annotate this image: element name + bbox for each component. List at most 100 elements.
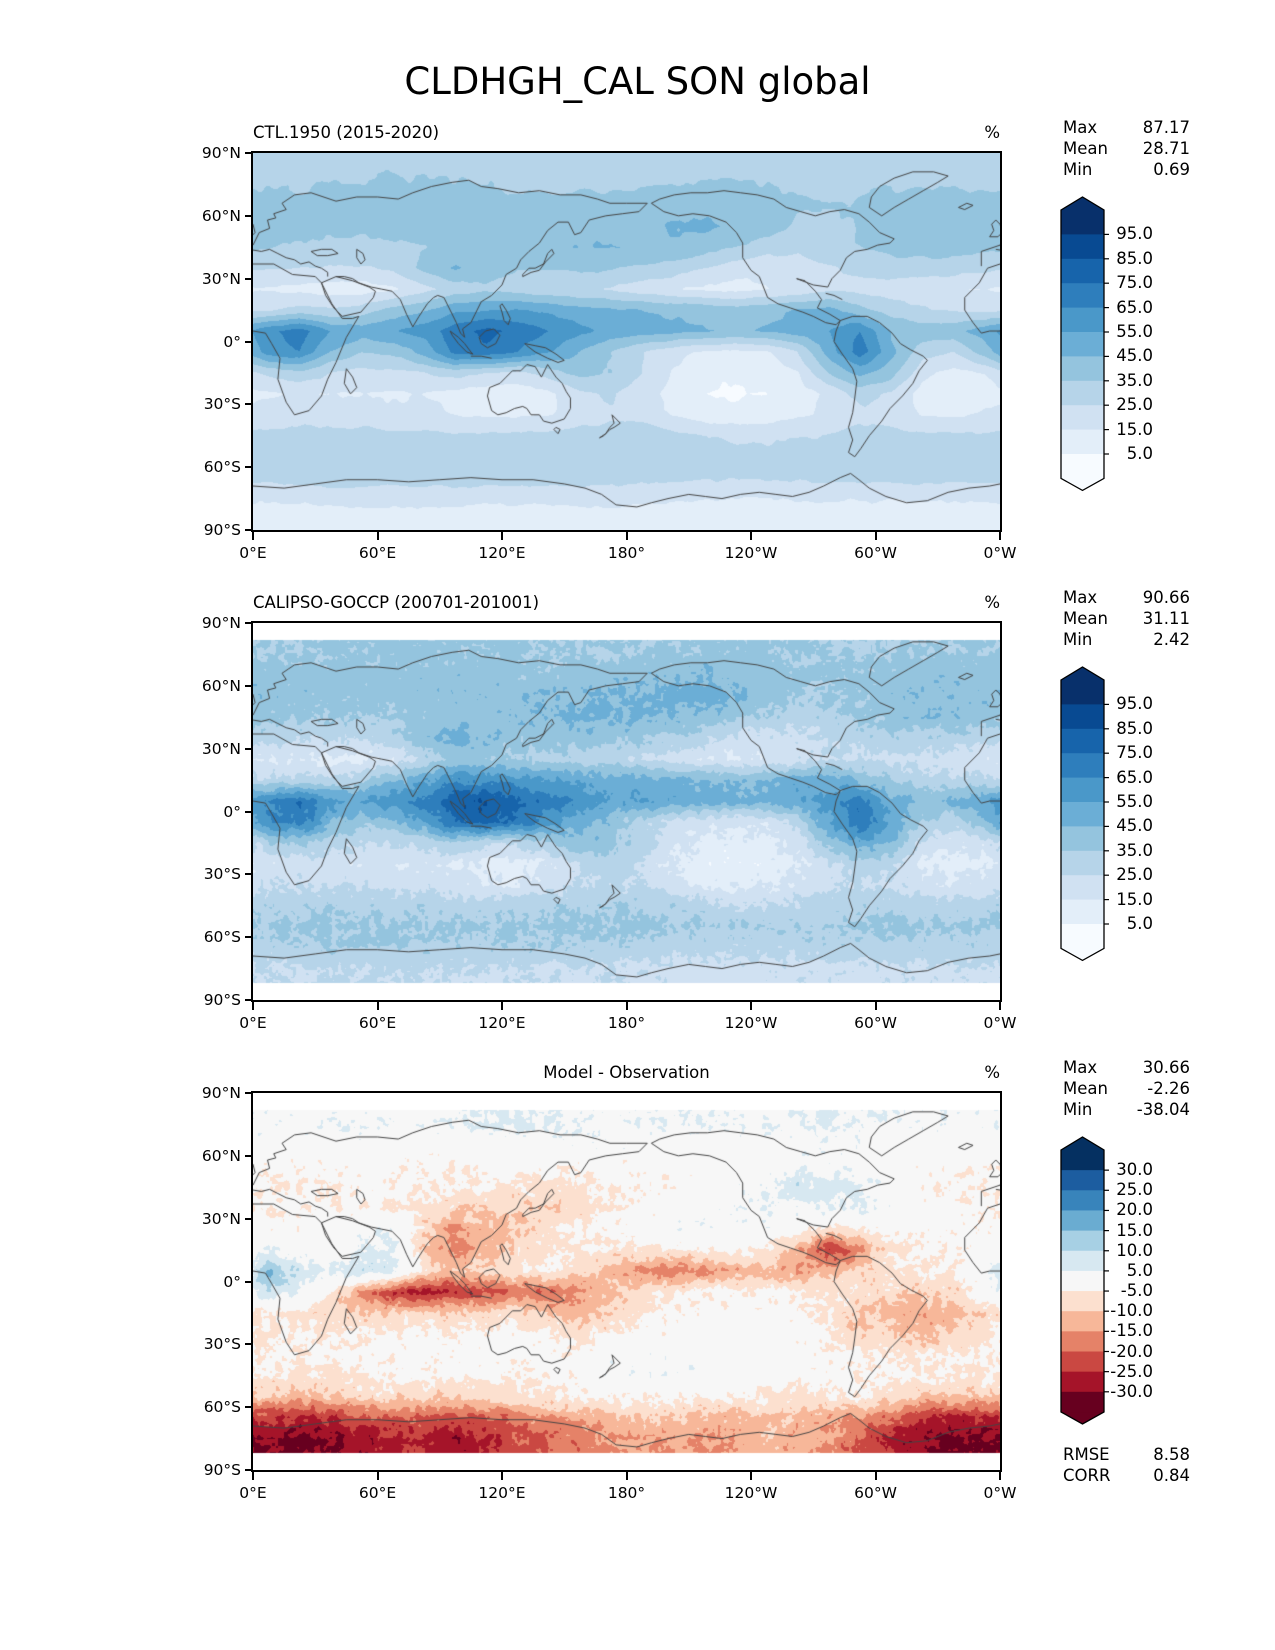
panel-2-title: CALIPSO-GOCCP (200701-201001) [253,593,540,612]
colorbar-tick-label: 30.0 [1116,1160,1153,1180]
lon-tick-label: 120°E [478,1484,526,1502]
stat-label: Min [1063,160,1093,179]
stat-value: -38.04 [1136,1100,1190,1119]
lon-tick-label: 0°W [983,544,1017,562]
colorbar-tick-label: 55.0 [1116,322,1153,341]
panel-2-stats: Max 90.66 Mean 31.11 Min 2.42 [1063,587,1190,650]
figure-title: CLDHGH_CAL SON global [404,60,871,103]
lon-tick [750,1472,752,1480]
stat-row-min: Min -38.04 [1063,1099,1190,1120]
colorbar-tick-label: 45.0 [1116,346,1153,366]
lon-tick [625,532,628,540]
lon-tick-label: 180° [607,1484,646,1502]
stat-row-max: Max 90.66 [1063,587,1190,608]
colorbar-tick-label: 25.0 [1116,865,1153,885]
colorbar-tick-label: 75.0 [1116,273,1153,293]
stat-row-max: Max 30.66 [1063,1057,1190,1078]
lat-tick-label: 30°S [203,1335,241,1354]
lon-tick-label: 0°E [239,544,267,562]
metric-row-rmse: RMSE 8.58 [1063,1444,1190,1465]
lon-tick [999,1472,1001,1480]
lat-tick [245,403,253,406]
stat-value: 28.71 [1142,139,1190,158]
panel-1-map-canvas [253,153,1000,530]
lat-tick [245,152,253,154]
panel-1-stats: Max 87.17 Mean 28.71 Min 0.69 [1063,117,1190,180]
lon-tick [501,532,503,540]
colorbar-tick-label: -30.0 [1110,1381,1153,1401]
lon-tick-label: 0°E [239,1014,267,1032]
lon-tick-label: 0°W [983,1014,1017,1032]
colorbar-tick-label: -15.0 [1110,1321,1153,1341]
lon-tick-label: 0°E [239,1484,267,1502]
lon-tick-label: 120°W [724,1484,778,1502]
colorbar-tick-label: -5.0 [1120,1281,1153,1301]
lon-tick-label: 120°E [478,544,526,562]
colorbar-tick-label: 95.0 [1116,694,1153,714]
lat-tick [245,1343,253,1346]
lat-tick [245,1280,253,1283]
lat-tick-label: 60°N [201,1146,241,1165]
lat-tick-label: 90°N [201,614,241,632]
colorbar-1 [1060,196,1109,492]
lat-tick [245,1092,253,1094]
lat-tick-label: 30°S [203,395,241,414]
lon-tick [999,532,1001,540]
metric-value: 8.58 [1153,1445,1190,1464]
colorbar-3 [1060,1136,1109,1425]
lat-tick-label: 90°S [203,521,241,539]
colorbar-tick-label: 65.0 [1116,767,1153,787]
colorbar-tick-label: 85.0 [1116,718,1153,738]
metric-label: RMSE [1063,1445,1110,1464]
lat-tick [245,1154,253,1157]
lon-tick [750,1002,752,1010]
panel-3-unit-label: % [984,1063,1000,1082]
panel-2-unit-label: % [984,593,1000,612]
lat-tick [245,1217,253,1220]
colorbar-tick-label: 45.0 [1116,816,1153,836]
stat-value: 0.69 [1153,160,1190,179]
colorbar-tick-label: 75.0 [1116,743,1153,763]
stat-label: Mean [1063,609,1108,628]
metric-label: CORR [1063,1466,1111,1485]
colorbar-tick-label: -20.0 [1110,1341,1153,1361]
lat-tick-label: 30°S [203,865,241,884]
panel-2-map [251,621,1002,1002]
lat-tick [245,999,253,1001]
stat-row-mean: Mean 31.11 [1063,608,1190,629]
stat-label: Mean [1063,1079,1108,1098]
panel-1-title: CTL.1950 (2015-2020) [253,123,440,142]
colorbar-tick-label: 35.0 [1116,370,1153,390]
lat-tick-label: 90°N [201,144,241,162]
stat-row-mean: Mean 28.71 [1063,138,1190,159]
stat-label: Max [1063,1058,1098,1077]
lon-tick [874,1472,877,1480]
metric-value: 0.84 [1153,1466,1190,1485]
metric-row-corr: CORR 0.84 [1063,1465,1190,1486]
lon-tick [252,1472,254,1480]
lat-tick-label: 30°N [201,269,241,288]
lat-tick-label: 0° [223,332,241,351]
colorbar-tick-label: 15.0 [1116,1220,1153,1240]
lon-tick [501,1472,503,1480]
lon-tick [625,1002,628,1010]
lon-tick-label: 180° [607,1014,646,1032]
stat-value: 31.11 [1142,609,1190,628]
colorbar-tick-label: 10.0 [1116,1240,1153,1260]
lat-tick [245,466,253,469]
lat-tick [245,340,253,343]
stat-label: Min [1063,1100,1093,1119]
colorbar-tick-label: 5.0 [1126,444,1153,463]
lon-tick-label: 60°W [854,544,897,562]
colorbar-tick-label: -10.0 [1110,1301,1153,1321]
lat-tick [245,873,253,876]
lat-tick-label: 60°S [203,928,241,947]
lon-tick-label: 60°W [854,1014,897,1032]
colorbar-tick-label: 55.0 [1116,792,1153,811]
lon-tick-label: 120°E [478,1014,526,1032]
stat-row-min: Min 0.69 [1063,159,1190,180]
colorbar-tick-label: 65.0 [1116,297,1153,317]
lon-tick-label: 180° [607,544,646,562]
stat-label: Mean [1063,139,1108,158]
